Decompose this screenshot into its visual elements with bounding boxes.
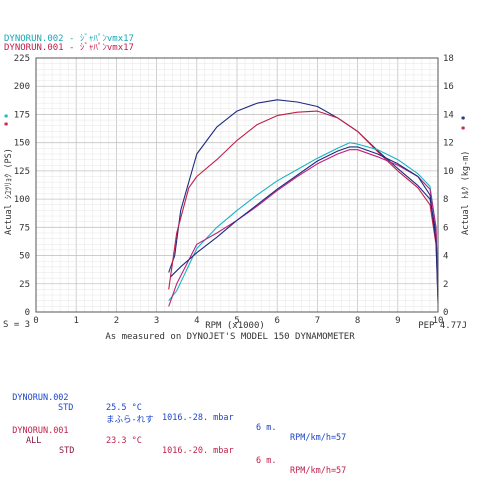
series-lines (168, 99, 439, 307)
run-002-label: DYNORUN.002 (12, 393, 69, 403)
run-002-temp: 25.5 °C (106, 403, 142, 413)
marker-power-red: ✱ (4, 120, 9, 128)
x-tick-label: 6 (274, 316, 279, 326)
run-002-distance: 6 m. (256, 423, 277, 433)
legend-run-001: DYNORUN.001 - ｼﾞｬﾊﾟﾝvmx17 (4, 42, 134, 53)
run-002-sub2: まふら-れす (106, 415, 154, 425)
series-line-dynorun-001-torque (170, 146, 439, 304)
series-line-dynorun-002-power (168, 99, 439, 290)
y-right-tick-label: 18 (443, 54, 454, 64)
footer-smoothing: S = 3 (3, 320, 30, 330)
y-right-tick-label: 8 (443, 195, 448, 205)
run-001-rpm-ratio: RPM/km/h=57 (290, 466, 347, 476)
tick-labels: 0 1 2 3 4 5 6 7 8 9 100255075100125150175200225024… (14, 54, 454, 326)
series-line-dynorun-002-torque (168, 142, 439, 302)
run-001-temp: 23.3 °C (106, 436, 142, 446)
x-tick-label: 9 (395, 316, 400, 326)
x-tick-label: 0 (33, 316, 38, 326)
y-axis-label-right: Actual ﾄﾙｸ (kg-m) (461, 151, 471, 235)
y-left-tick-label: 175 (14, 110, 30, 120)
run-001-distance: 6 m. (256, 456, 277, 466)
legend-run-002: DYNORUN.002 - ｼﾞｬﾊﾟﾝvmx17 (4, 33, 134, 44)
run-002-sub1: STD (58, 403, 74, 413)
run-002-rpm-ratio: RPM/km/h=57 (290, 433, 347, 443)
y-axis-label-left: Actual ｼﾕﾂﾘｮｸ (PS) (4, 148, 14, 235)
run-002-row: DYNORUN.002 25.5 °C 1016.-28. mbar 6 m. … (2, 383, 346, 443)
y-right-tick-label: 16 (443, 82, 454, 92)
x-tick-label: 5 (234, 316, 239, 326)
plot-frame (35, 57, 439, 313)
y-left-tick-label: 25 (19, 280, 30, 290)
marker-torque-blue: ✱ (461, 114, 466, 122)
x-tick-label: 10 (433, 316, 444, 326)
y-left-tick-label: 125 (14, 167, 30, 177)
run-001-pressure: 1016.-20. mbar (162, 446, 234, 456)
run-002-pressure: 1016.-28. mbar (162, 413, 234, 423)
series-line-dynorun-001-power (168, 110, 439, 296)
x-axis-label: RPM (x1000) (205, 321, 265, 331)
x-tick-label: 8 (355, 316, 360, 326)
y-right-tick-label: 14 (443, 110, 454, 120)
run-002-subrow: STD まふら-れす (2, 393, 154, 425)
y-left-tick-label: 0 (25, 308, 30, 318)
x-tick-label: 7 (315, 316, 320, 326)
y-right-tick-label: 6 (443, 223, 448, 233)
y-left-tick-label: 100 (14, 195, 30, 205)
y-left-tick-label: 150 (14, 139, 30, 149)
y-left-tick-label: 225 (14, 54, 30, 64)
y-right-tick-label: 4 (443, 252, 448, 262)
run-001-sub1: ALL (26, 436, 42, 446)
run-001-label: DYNORUN.001 (12, 426, 69, 436)
y-right-tick-label: 2 (443, 280, 448, 290)
chart-subtitle: As measured on DYNOJET'S MODEL 150 DYNAM… (105, 332, 355, 342)
run-001-subrow: ALL STD (2, 426, 74, 456)
y-right-tick-label: 0 (443, 308, 448, 318)
y-right-tick-label: 10 (443, 167, 454, 177)
marker-power-blue: ✱ (4, 112, 9, 120)
footer-pep: PEP 4.77J (418, 321, 467, 331)
x-tick-label: 4 (194, 316, 199, 326)
y-left-tick-label: 75 (19, 223, 30, 233)
grid (35, 57, 439, 313)
marker-torque-red: ✱ (461, 124, 466, 132)
y-left-tick-label: 50 (19, 252, 30, 262)
run-001-row: DYNORUN.001 23.3 °C 1016.-20. mbar 6 m. … (2, 416, 346, 476)
y-left-tick-label: 200 (14, 82, 30, 92)
x-tick-label: 2 (114, 316, 119, 326)
x-tick-label: 3 (154, 316, 159, 326)
y-right-tick-label: 12 (443, 139, 454, 149)
run-001-sub2: STD (59, 446, 75, 456)
x-tick-label: 1 (73, 316, 78, 326)
